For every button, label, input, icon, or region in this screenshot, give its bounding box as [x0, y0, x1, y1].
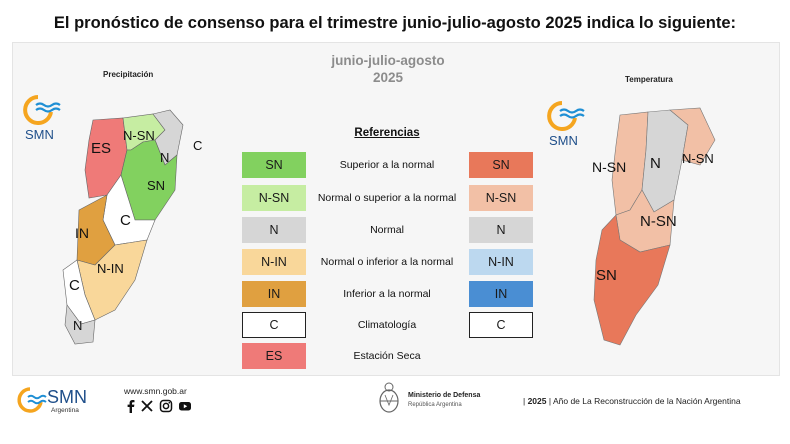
legend-temp-n: N [469, 217, 533, 243]
legend-desc-c: Climatología [357, 319, 417, 331]
season-label: junio-julio-agosto 2025 [300, 52, 476, 86]
temp-label-sn: SN [596, 267, 617, 284]
season-months: junio-julio-agosto [331, 53, 445, 68]
temp-label-nsn-ne: N-SN [682, 151, 714, 166]
precip-label-c-south: C [69, 277, 80, 294]
x-icon[interactable] [140, 399, 154, 413]
legend-temp-in: IN [469, 281, 533, 307]
legend-desc-in: Inferior a la normal [343, 288, 431, 300]
temp-zone-nsn-ne [669, 107, 716, 166]
legend-precip-es: ES [242, 343, 306, 369]
temp-zone-sn [593, 214, 671, 346]
legend-precip-in: IN [242, 281, 306, 307]
precip-label-nin: N-IN [97, 261, 124, 276]
footer-url[interactable]: www.smn.gob.ar [124, 386, 187, 396]
smn-logo-icon [547, 101, 585, 131]
legend-temp-c: C [469, 312, 533, 338]
precip-label-in: IN [75, 225, 89, 241]
footer-smn-text: SMN [47, 387, 87, 407]
legend-precip-c: C [242, 312, 306, 338]
legend-desc-sn: Superior a la normal [339, 159, 435, 171]
precip-label-sn: SN [147, 178, 165, 193]
precipitation-title: Precipitación [103, 70, 154, 79]
temp-label-nsn-center: N-SN [640, 213, 677, 230]
precip-label-n-south: N [73, 318, 82, 333]
ministry-name: Ministerio de Defensa [408, 392, 481, 399]
footer-motto: | Año de La Reconstrucción de la Nación … [546, 396, 741, 406]
season-year: 2025 [372, 70, 404, 85]
smn-logo-icon [23, 95, 61, 125]
temp-label-n: N [650, 155, 661, 172]
headline: El pronóstico de consenso para el trimes… [53, 14, 737, 32]
precip-label-c-east: C [193, 138, 202, 153]
legend-precip-nin: N-IN [242, 249, 306, 275]
temperature-title: Temperatura [625, 75, 673, 84]
precip-label-n-north: N [160, 150, 169, 165]
legend-precip-n: N [242, 217, 306, 243]
legend-desc-nsn: Normal o superior a la normal [317, 192, 457, 204]
legend-desc-es: Estación Seca [353, 350, 421, 362]
coat-of-arms-icon [379, 382, 399, 413]
smn-logo-text: SMN [549, 133, 578, 148]
youtube-icon[interactable] [178, 399, 192, 413]
legend-title: Referencias [354, 127, 420, 139]
temp-label-nsn-nw: N-SN [592, 159, 626, 175]
precip-label-c-center: C [120, 212, 131, 229]
footer-year-motto: | 2025 | Año de La Reconstrucción de la … [523, 396, 741, 406]
legend-desc-n: Normal [370, 224, 404, 236]
legend-temp-nsn: N-SN [469, 185, 533, 211]
precipitation-map: ES N-SN N C SN IN C N-IN C N [55, 80, 255, 350]
legend-temp-sn: SN [469, 152, 533, 178]
temperature-map: N-SN N N-SN N-SN SN [570, 90, 740, 352]
ministry-subtitle: República Argentina [408, 402, 462, 408]
legend-desc-nin: Normal o inferior a la normal [320, 256, 454, 268]
legend-precip-nsn: N-SN [242, 185, 306, 211]
smn-logo-text: SMN [25, 127, 54, 142]
smn-logo-icon [17, 387, 47, 413]
footer-smn-sub: Argentina [51, 407, 79, 414]
legend-temp-nin: N-IN [469, 249, 533, 275]
instagram-icon[interactable] [159, 399, 173, 413]
footer-year: 2025 [527, 396, 547, 406]
precip-label-es: ES [91, 140, 111, 157]
facebook-icon[interactable] [124, 399, 138, 413]
precip-zone-n-south [64, 304, 96, 345]
legend-precip-sn: SN [242, 152, 306, 178]
precip-label-nsn: N-SN [123, 128, 155, 143]
